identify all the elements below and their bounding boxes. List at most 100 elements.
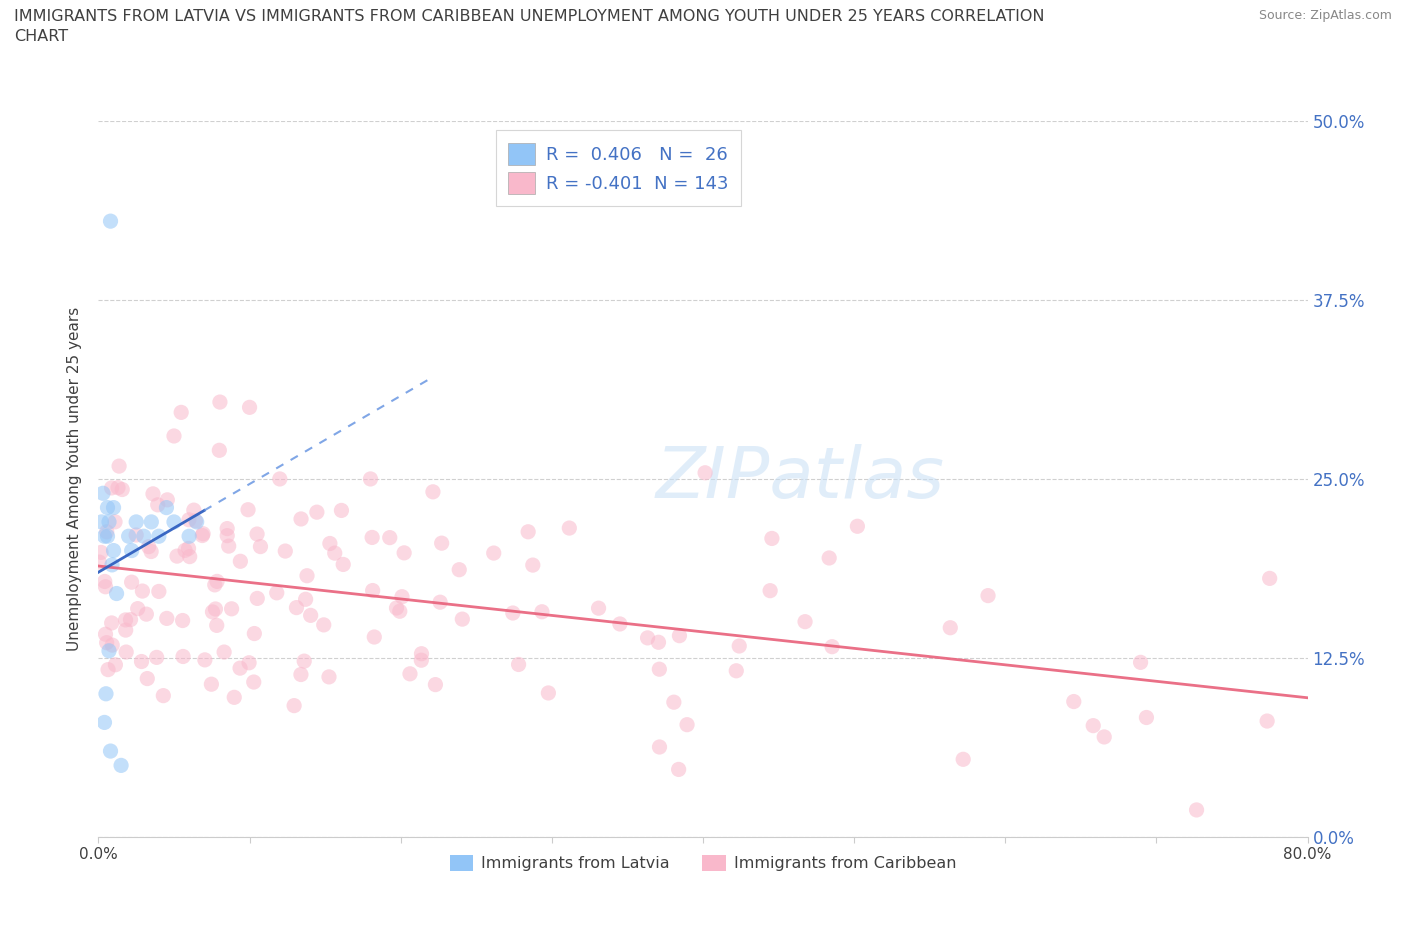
Point: [208, 394, 231, 409]
Point: [127, 601, 149, 616]
Point: [411, 653, 433, 668]
Point: [177, 512, 200, 527]
Point: [430, 536, 453, 551]
Point: [238, 656, 260, 671]
Point: [118, 529, 141, 544]
Point: [1129, 655, 1152, 670]
Point: [399, 667, 422, 682]
Point: [179, 529, 201, 544]
Point: [609, 617, 631, 631]
Point: [668, 762, 690, 777]
Point: [135, 606, 157, 621]
Point: [249, 539, 271, 554]
Point: [96, 525, 118, 539]
Point: [201, 604, 224, 619]
Point: [449, 563, 471, 578]
Point: [100, 616, 122, 631]
Point: [183, 503, 205, 518]
Point: [332, 557, 354, 572]
Point: [184, 513, 207, 528]
Point: [218, 538, 240, 553]
Point: [846, 519, 869, 534]
Point: [363, 630, 385, 644]
Point: [668, 629, 690, 644]
Point: [121, 575, 143, 590]
Point: [100, 744, 122, 759]
Point: [217, 528, 239, 543]
Point: [217, 521, 239, 536]
Point: [155, 500, 177, 515]
Point: [131, 584, 153, 599]
Point: [107, 480, 129, 495]
Point: [794, 614, 817, 629]
Point: [648, 662, 671, 677]
Point: [522, 558, 544, 573]
Point: [312, 618, 335, 632]
Point: [676, 717, 699, 732]
Point: [243, 626, 266, 641]
Point: [101, 638, 124, 653]
Point: [319, 536, 342, 551]
Point: [177, 541, 200, 556]
Point: [100, 214, 122, 229]
Point: [93, 529, 115, 544]
Point: [104, 514, 127, 529]
Point: [588, 601, 610, 616]
Point: [977, 588, 1000, 603]
Point: [1092, 729, 1115, 744]
Point: [318, 670, 340, 684]
Point: [361, 583, 384, 598]
Point: [818, 551, 841, 565]
Point: [120, 612, 142, 627]
Text: IMMIGRANTS FROM LATVIA VS IMMIGRANTS FROM CARIBBEAN UNEMPLOYMENT AMONG YOUTH UND: IMMIGRANTS FROM LATVIA VS IMMIGRANTS FRO…: [14, 9, 1045, 44]
Point: [115, 644, 138, 659]
Point: [93, 574, 115, 589]
Point: [637, 631, 659, 645]
Point: [101, 557, 124, 572]
Point: [163, 514, 186, 529]
Point: [411, 646, 433, 661]
Point: [114, 613, 136, 628]
Point: [146, 498, 169, 512]
Point: [103, 543, 125, 558]
Point: [647, 635, 669, 650]
Point: [693, 465, 716, 480]
Point: [125, 527, 148, 542]
Point: [274, 544, 297, 559]
Point: [96, 500, 118, 515]
Point: [111, 482, 134, 497]
Point: [131, 654, 153, 669]
Point: [163, 429, 186, 444]
Point: [100, 481, 122, 496]
Point: [361, 530, 384, 545]
Point: [295, 568, 318, 583]
Point: [1135, 711, 1157, 725]
Point: [97, 662, 120, 677]
Point: [323, 546, 346, 561]
Point: [1185, 803, 1208, 817]
Point: [221, 602, 243, 617]
Point: [648, 739, 671, 754]
Point: [759, 583, 782, 598]
Point: [125, 514, 148, 529]
Point: [385, 601, 408, 616]
Point: [166, 549, 188, 564]
Point: [172, 649, 194, 664]
Y-axis label: Unemployment Among Youth under 25 years: Unemployment Among Youth under 25 years: [67, 307, 83, 651]
Point: [537, 685, 560, 700]
Point: [114, 623, 136, 638]
Point: [96, 635, 118, 650]
Point: [94, 627, 117, 642]
Point: [246, 526, 269, 541]
Point: [204, 602, 226, 617]
Point: [239, 400, 262, 415]
Point: [283, 698, 305, 713]
Point: [105, 586, 128, 601]
Point: [530, 604, 553, 619]
Point: [725, 663, 748, 678]
Point: [110, 758, 132, 773]
Point: [305, 505, 328, 520]
Point: [141, 514, 163, 529]
Point: [132, 529, 155, 544]
Point: [205, 618, 228, 632]
